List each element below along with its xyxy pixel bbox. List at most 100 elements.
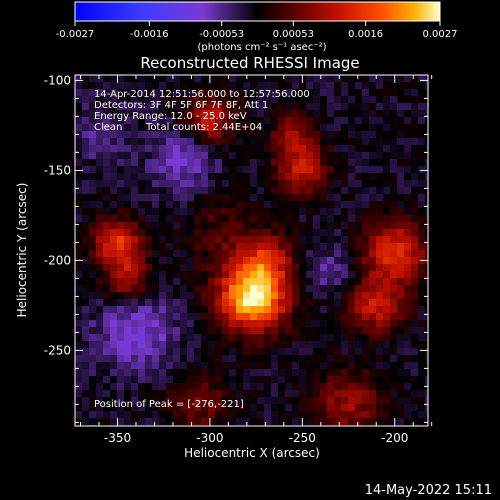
heatmap-cell — [292, 96, 299, 103]
heatmap-cell — [75, 250, 82, 257]
heatmap-cell — [278, 362, 285, 369]
heatmap-cell — [376, 187, 383, 194]
heatmap-cell — [194, 159, 201, 166]
heatmap-cell — [173, 82, 180, 89]
heatmap-cell — [369, 194, 376, 201]
heatmap-cell — [159, 131, 166, 138]
heatmap-cell — [89, 348, 96, 355]
heatmap-cell — [355, 355, 362, 362]
heatmap-cell — [327, 292, 334, 299]
heatmap-cell — [348, 89, 355, 96]
heatmap-cell — [411, 369, 418, 376]
heatmap-cell — [292, 264, 299, 271]
heatmap-cell — [334, 264, 341, 271]
heatmap-cell — [425, 355, 428, 362]
heatmap-cell — [180, 383, 187, 390]
heatmap-cell — [187, 166, 194, 173]
heatmap-cell — [418, 376, 425, 383]
heatmap-cell — [173, 96, 180, 103]
heatmap-cell — [96, 173, 103, 180]
heatmap-cell — [341, 376, 348, 383]
heatmap-cell — [117, 390, 124, 397]
heatmap-cell — [425, 82, 428, 89]
heatmap-cell — [124, 404, 131, 411]
heatmap-cell — [341, 285, 348, 292]
heatmap-cell — [131, 89, 138, 96]
heatmap-cell — [166, 152, 173, 159]
heatmap-cell — [327, 264, 334, 271]
heatmap-cell — [292, 208, 299, 215]
heatmap-cell — [215, 411, 222, 418]
heatmap-cell — [243, 418, 250, 425]
heatmap-cell — [362, 411, 369, 418]
heatmap-cell — [285, 96, 292, 103]
heatmap-cell — [397, 103, 404, 110]
heatmap-cell — [285, 348, 292, 355]
heatmap-cell — [138, 369, 145, 376]
heatmap-cell — [348, 110, 355, 117]
heatmap-cell — [327, 208, 334, 215]
heatmap-cell — [75, 320, 82, 327]
heatmap-cell — [278, 75, 285, 82]
heatmap-cell — [292, 278, 299, 285]
heatmap-cell — [327, 138, 334, 145]
heatmap-cell — [131, 222, 138, 229]
heatmap-cell — [82, 110, 89, 117]
heatmap-cell — [327, 355, 334, 362]
heatmap-cell — [390, 341, 397, 348]
heatmap-cell — [250, 334, 257, 341]
heatmap-cell — [96, 257, 103, 264]
heatmap-cell — [341, 355, 348, 362]
heatmap-cell — [418, 173, 425, 180]
heatmap-cell — [75, 418, 82, 425]
heatmap-cell — [404, 411, 411, 418]
heatmap-cell — [313, 334, 320, 341]
heatmap-cell — [334, 404, 341, 411]
heatmap-cell — [404, 145, 411, 152]
heatmap-cell — [264, 383, 271, 390]
heatmap-cell — [138, 236, 145, 243]
heatmap-cell — [271, 180, 278, 187]
heatmap-cell — [243, 292, 250, 299]
heatmap-cell — [264, 397, 271, 404]
heatmap-cell — [390, 404, 397, 411]
heatmap-cell — [236, 110, 243, 117]
heatmap-cell — [299, 292, 306, 299]
heatmap-cell — [362, 166, 369, 173]
heatmap-cell — [166, 103, 173, 110]
heatmap-cell — [397, 397, 404, 404]
heatmap-cell — [376, 334, 383, 341]
heatmap-cell — [110, 348, 117, 355]
heatmap-cell — [117, 362, 124, 369]
heatmap-cell — [103, 152, 110, 159]
heatmap-cell — [334, 299, 341, 306]
heatmap-cell — [229, 222, 236, 229]
heatmap-cell — [376, 383, 383, 390]
heatmap-cell — [124, 257, 131, 264]
heatmap-cell — [159, 285, 166, 292]
heatmap-cell — [299, 82, 306, 89]
heatmap-cell — [355, 278, 362, 285]
heatmap-cell — [250, 131, 257, 138]
heatmap-cell — [264, 159, 271, 166]
heatmap-cell — [271, 313, 278, 320]
heatmap-cell — [411, 292, 418, 299]
heatmap-cell — [299, 194, 306, 201]
heatmap-cell — [425, 89, 428, 96]
heatmap-cell — [75, 355, 82, 362]
heatmap-cell — [397, 124, 404, 131]
heatmap-cell — [131, 75, 138, 82]
heatmap-cell — [236, 285, 243, 292]
heatmap-cell — [110, 89, 117, 96]
heatmap-cell — [250, 306, 257, 313]
heatmap-cell — [271, 201, 278, 208]
heatmap-cell — [82, 166, 89, 173]
heatmap-cell — [194, 292, 201, 299]
heatmap-cell — [355, 103, 362, 110]
heatmap-cell — [383, 418, 390, 425]
heatmap-cell — [89, 369, 96, 376]
heatmap-cell — [313, 418, 320, 425]
heatmap-cell — [173, 397, 180, 404]
heatmap-cell — [173, 236, 180, 243]
heatmap-cell — [152, 411, 159, 418]
